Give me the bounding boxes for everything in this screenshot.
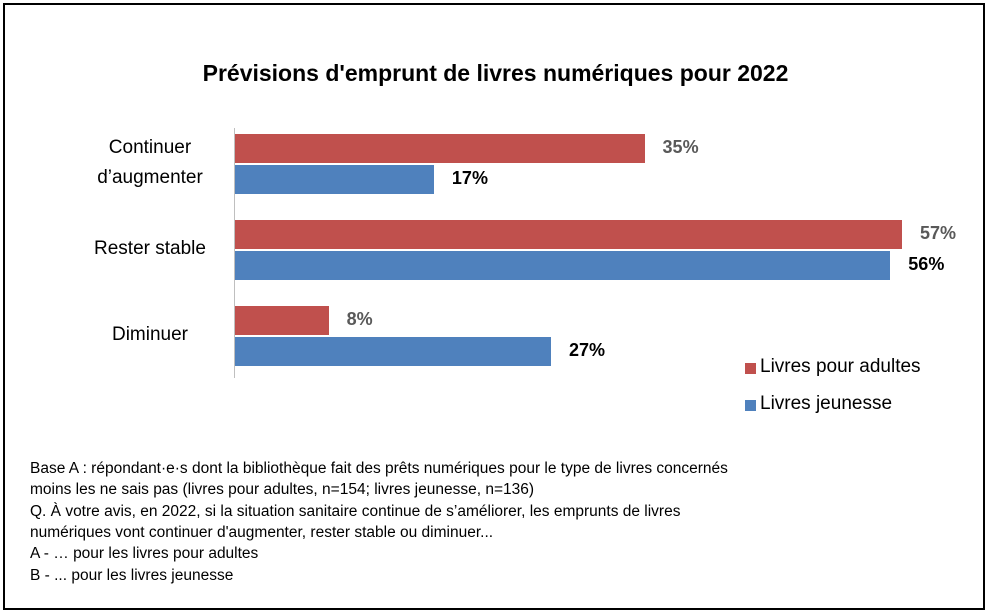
value-label: 27%	[568, 340, 605, 360]
footnote: B - ... pour les livres jeunesse	[30, 566, 234, 584]
footnote: Base A : répondant·e·s dont la bibliothè…	[30, 460, 728, 477]
chart-title: Prévisions d'emprunt de livres numérique…	[202, 60, 789, 86]
bar	[235, 251, 891, 280]
bar	[235, 134, 645, 163]
bar	[235, 220, 902, 249]
footnote: Q. À votre avis, en 2022, si la situatio…	[30, 502, 681, 520]
frame	[3, 3, 985, 610]
legend-label: Livres pour adultes	[760, 356, 921, 377]
value-label: 35%	[662, 137, 699, 157]
category-axis	[234, 128, 235, 378]
value-label: 57%	[920, 223, 957, 243]
category-label: Rester stable	[94, 238, 206, 259]
bar	[235, 337, 551, 366]
category-label: Continuer d’augmenter	[97, 137, 203, 188]
value-label: 17%	[451, 168, 488, 188]
footnote: A - … pour les livres pour adultes	[30, 545, 259, 563]
value-label: 8%	[346, 309, 373, 329]
bar	[235, 165, 434, 194]
legend-swatch	[745, 400, 756, 411]
bar	[235, 306, 329, 335]
footnote: numériques vont continuer d'augmenter, r…	[30, 523, 494, 541]
footnote: moins les ne sais pas (livres pour adult…	[30, 481, 535, 499]
category-label: Diminuer	[111, 324, 189, 345]
legend-label: Livres jeunesse	[760, 393, 893, 414]
value-label: 56%	[908, 254, 945, 274]
legend-swatch	[745, 363, 756, 374]
